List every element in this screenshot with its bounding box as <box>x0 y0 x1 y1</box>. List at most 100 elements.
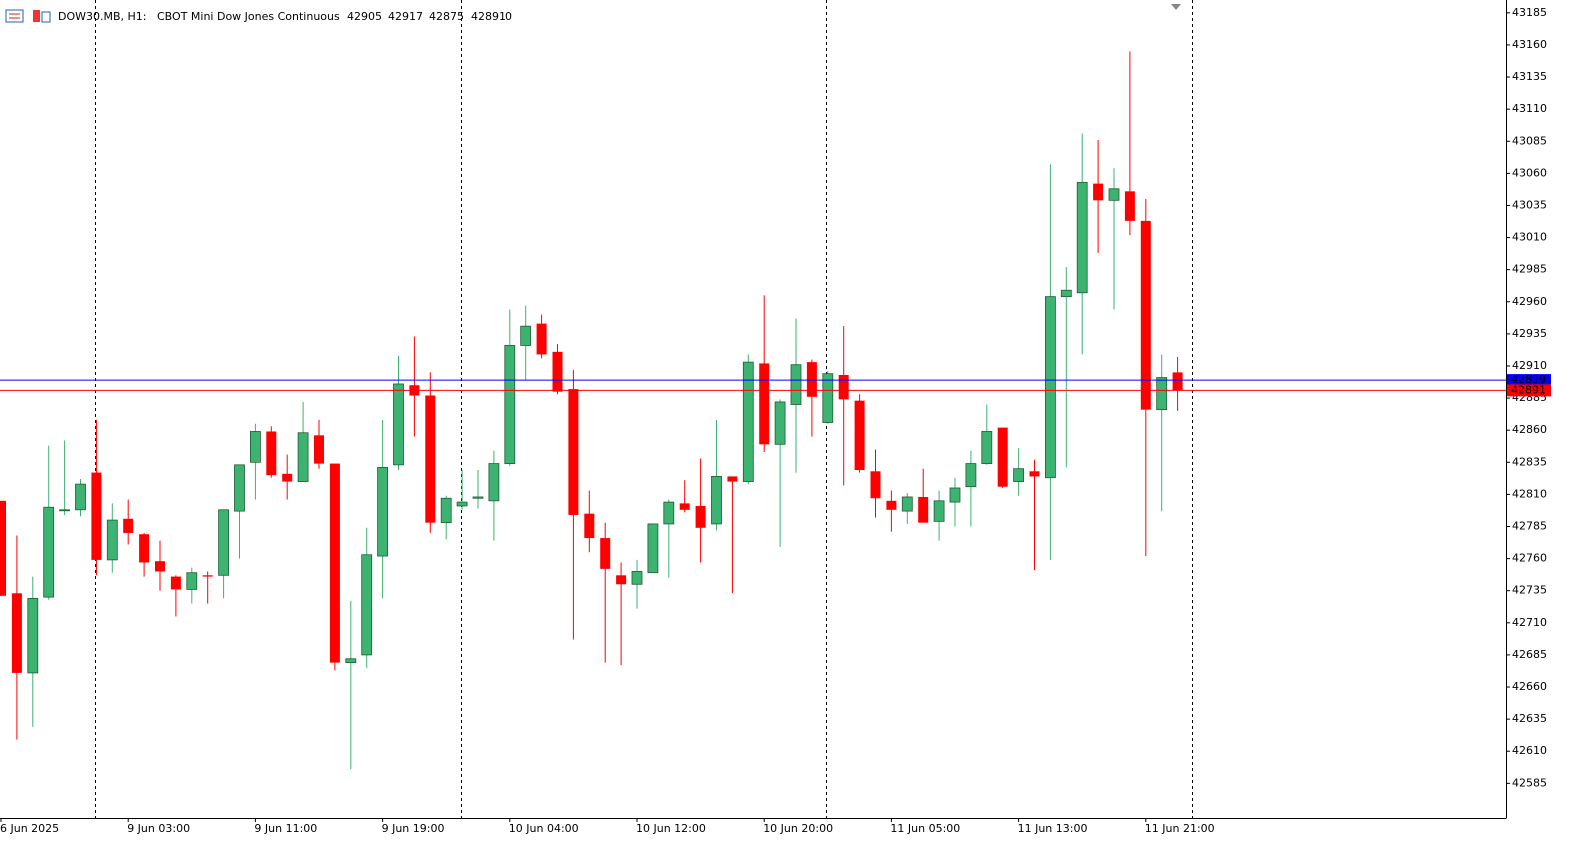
y-tick-label: 42685 <box>1512 648 1547 661</box>
x-tick-label: 9 Jun 11:00 <box>254 822 317 835</box>
candle-body <box>0 500 6 596</box>
y-tick-label: 43185 <box>1512 6 1547 19</box>
y-tick-label: 43135 <box>1512 70 1547 83</box>
candle-body <box>345 658 357 664</box>
candle-body <box>933 500 945 522</box>
candle-body <box>106 519 118 561</box>
y-tick-label: 42660 <box>1512 680 1547 693</box>
candle-body <box>1013 468 1024 482</box>
candle-body <box>631 571 643 585</box>
close-value: 42891 <box>471 10 506 23</box>
x-tick-label: 11 Jun 05:00 <box>890 822 960 835</box>
candle-body <box>170 576 181 590</box>
candle-body <box>1172 372 1183 391</box>
candle-body <box>43 506 55 598</box>
volume-value: 0 <box>505 10 512 23</box>
y-tick-label: 42810 <box>1512 487 1547 500</box>
candle-body <box>918 496 929 523</box>
high-value: 42917 <box>388 10 423 23</box>
candle-body <box>1093 183 1104 201</box>
candle-body <box>584 513 595 539</box>
candle-body <box>456 501 468 507</box>
candle-body <box>790 364 802 405</box>
y-tick-label: 43160 <box>1512 38 1547 51</box>
y-tick-label: 42735 <box>1512 584 1547 597</box>
y-tick-label: 42835 <box>1512 455 1547 468</box>
candle-body <box>1108 188 1120 201</box>
candle-body <box>1124 191 1135 221</box>
menu-icon[interactable] <box>5 9 24 23</box>
candle-body <box>91 472 102 560</box>
y-tick-label: 42635 <box>1512 712 1547 725</box>
y-tick-label: 42710 <box>1512 616 1547 629</box>
price-label: 42899 <box>1511 373 1546 386</box>
chart-icon[interactable] <box>33 10 40 22</box>
candle-body <box>282 473 293 482</box>
candle-body <box>647 523 659 574</box>
candle-body <box>520 325 532 346</box>
candle-body <box>123 518 134 533</box>
candle-body <box>1060 289 1072 298</box>
x-tick-label: 9 Jun 03:00 <box>127 822 190 835</box>
candle-body <box>202 575 213 577</box>
candle-body <box>377 467 389 557</box>
candle-body <box>1140 220 1151 410</box>
candle-body <box>393 383 404 466</box>
candle-body <box>297 432 309 482</box>
candle-body <box>1156 377 1168 411</box>
candle-body <box>822 373 834 423</box>
candle-body <box>218 509 230 576</box>
candle-body <box>679 503 690 510</box>
y-tick-label: 43060 <box>1512 166 1547 179</box>
candle-body <box>981 431 993 464</box>
candle-body <box>600 538 611 569</box>
candle-body <box>759 363 770 445</box>
candle-body <box>616 575 627 585</box>
candle-body <box>806 362 817 397</box>
candle-body <box>361 554 373 656</box>
candle-body <box>663 501 675 525</box>
y-tick-label: 42910 <box>1512 359 1547 372</box>
y-tick-label: 42985 <box>1512 263 1547 276</box>
candle-body <box>870 471 881 499</box>
candle-body <box>742 361 754 482</box>
x-tick-label: 11 Jun 21:00 <box>1145 822 1215 835</box>
price-label-box <box>1507 384 1551 397</box>
x-tick-label: 11 Jun 13:00 <box>1018 822 1088 835</box>
candle-body <box>329 463 340 663</box>
candle-body <box>854 400 865 470</box>
candle-body <box>1076 181 1088 294</box>
x-tick-label: 9 Jun 19:00 <box>382 822 445 835</box>
x-tick-label: 10 Jun 20:00 <box>763 822 833 835</box>
candle-body <box>59 509 70 512</box>
candle-body <box>234 464 245 512</box>
candle-body <box>488 463 500 502</box>
y-tick-label: 42760 <box>1512 552 1547 565</box>
y-tick-label: 42860 <box>1512 423 1547 436</box>
candle-body <box>838 374 849 400</box>
chart-icon <box>41 11 51 23</box>
candle-body <box>440 497 452 524</box>
candle-body <box>314 435 324 464</box>
y-tick-label: 42610 <box>1512 744 1547 757</box>
candle-body <box>695 505 706 528</box>
candle-body <box>1029 471 1040 477</box>
low-value: 42875 <box>429 10 464 23</box>
y-tick-label: 42585 <box>1512 776 1547 789</box>
candle-body <box>139 534 150 563</box>
candle-body <box>727 476 738 482</box>
price-label-box <box>1507 374 1551 387</box>
candle-body <box>266 431 277 476</box>
candle-body <box>249 431 261 463</box>
candle-body <box>774 401 786 445</box>
open-value: 42905 <box>347 10 382 23</box>
symbol: DOW30.MB, H1: <box>58 10 147 23</box>
candle-body <box>75 483 86 511</box>
y-tick-label: 42785 <box>1512 519 1547 532</box>
y-tick-label: 42935 <box>1512 327 1547 340</box>
candle-body <box>901 496 913 512</box>
candle-body <box>472 496 484 499</box>
